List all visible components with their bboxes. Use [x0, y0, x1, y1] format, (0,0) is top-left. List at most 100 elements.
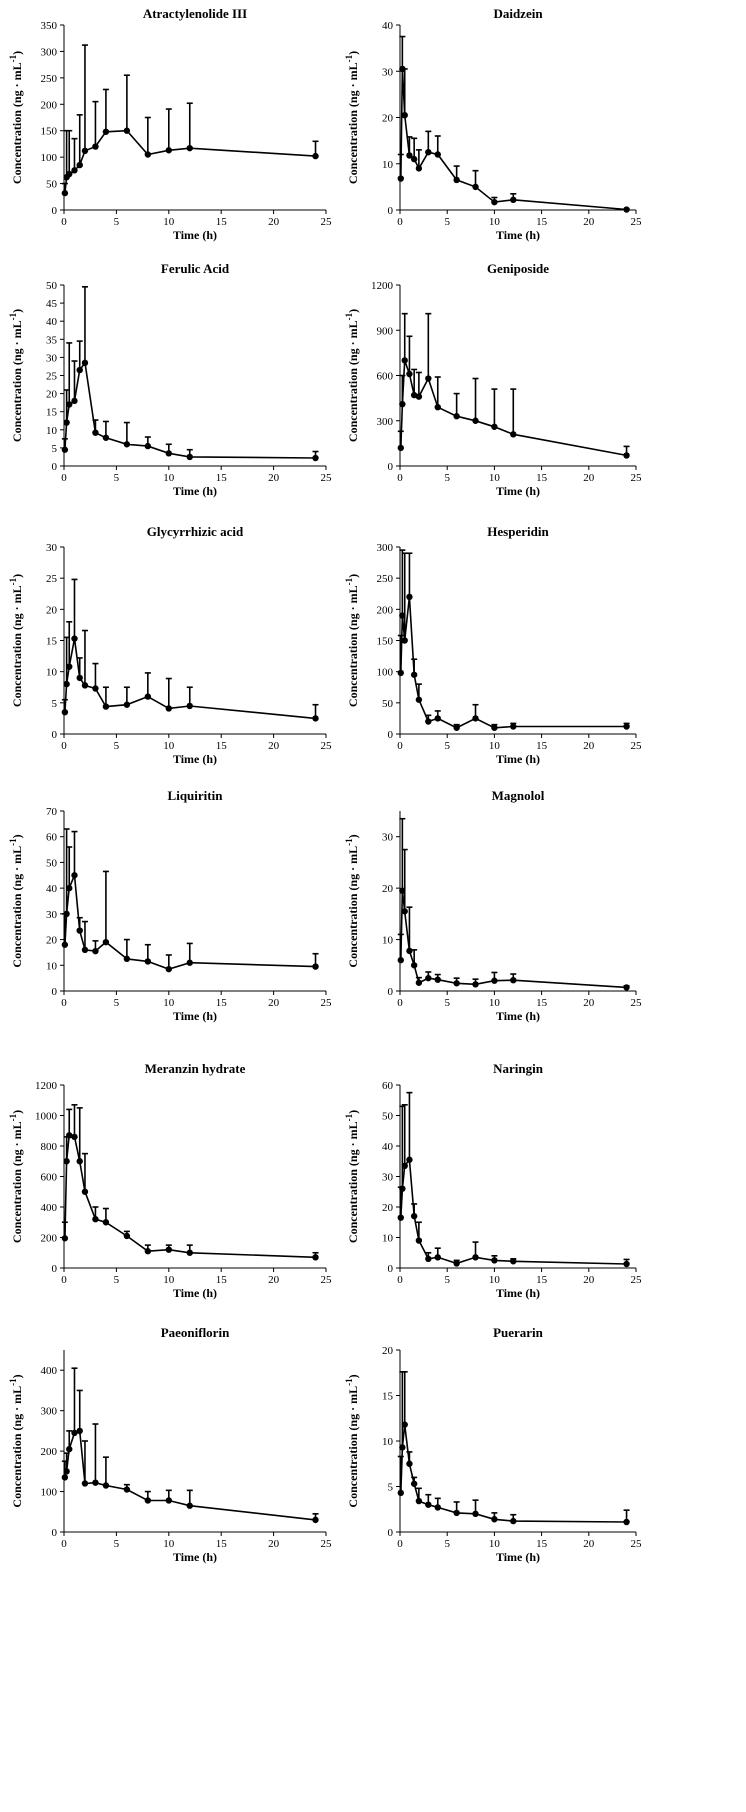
y-tick-label: 30: [46, 352, 58, 364]
x-axis-label: Time (h): [496, 228, 540, 242]
x-tick-label: 5: [444, 740, 450, 752]
data-point: [401, 908, 408, 915]
y-tick-label: 10: [46, 667, 58, 679]
data-point: [410, 1212, 418, 1220]
y-tick-label: 1200: [35, 1080, 58, 1092]
data-point: [453, 413, 460, 420]
y-axis-label: Concentration (ng · mL-1): [8, 574, 24, 707]
data-point: [434, 1254, 441, 1261]
chart-panel: Liquiritin 0 10 20 30 40 50 60 70 0 5 10 15 20 25 Time …: [8, 788, 332, 1023]
x-tick-label: 20: [583, 216, 595, 228]
data-point: [63, 1468, 70, 1475]
x-tick-label: 15: [216, 472, 228, 484]
data-point: [76, 927, 83, 934]
data-point: [165, 147, 172, 154]
y-tick-label: 20: [46, 389, 58, 401]
chart-title: Ferulic Acid: [161, 261, 230, 276]
data-point: [81, 359, 89, 367]
y-axis-label-superscript: -1: [344, 54, 354, 62]
x-tick-label: 20: [268, 472, 280, 484]
y-tick-label: 50: [382, 1111, 394, 1123]
y-axis-label-end: ): [10, 1374, 24, 1378]
y-tick-label: 70: [46, 806, 58, 818]
y-tick-label: 0: [388, 1527, 394, 1539]
data-point: [399, 65, 406, 73]
data-point: [406, 593, 413, 601]
y-tick-label: 15: [46, 407, 58, 419]
y-tick-label: 5: [52, 698, 58, 710]
y-axis-label-end: ): [346, 51, 360, 55]
data-point: [472, 981, 479, 988]
y-axis-label-superscript: -1: [8, 838, 18, 846]
x-tick-label: 20: [583, 1538, 595, 1550]
data-point: [401, 111, 408, 119]
y-tick-label: 150: [377, 636, 394, 648]
y-axis-label-end: ): [346, 1110, 360, 1114]
x-tick-label: 25: [321, 997, 333, 1009]
data-point: [165, 705, 172, 712]
data-point: [472, 1254, 479, 1261]
x-tick-label: 0: [397, 740, 403, 752]
data-point: [510, 977, 517, 984]
y-axis-label: Concentration (ng · mL-1): [344, 834, 360, 967]
y-tick-label: 0: [52, 1263, 58, 1275]
data-point: [63, 910, 70, 918]
data-point: [623, 452, 630, 459]
y-axis-label-end: ): [346, 834, 360, 838]
x-tick-label: 20: [583, 1274, 595, 1286]
y-tick-label: 150: [41, 126, 58, 138]
x-tick-label: 20: [583, 997, 595, 1009]
y-axis-label-main: Concentration (ng · mL: [346, 1386, 360, 1508]
x-tick-label: 15: [536, 997, 548, 1009]
y-axis-label: Concentration (ng · mL-1): [8, 1110, 24, 1243]
data-point: [312, 1254, 319, 1261]
y-tick-label: 40: [382, 1141, 394, 1153]
data-point: [397, 669, 404, 677]
x-axis-label: Time (h): [173, 484, 217, 498]
y-tick-label: 20: [382, 1345, 394, 1357]
x-tick-label: 0: [397, 1538, 403, 1550]
y-axis-label-superscript: -1: [344, 1113, 354, 1121]
x-tick-label: 15: [536, 1538, 548, 1550]
y-tick-label: 400: [41, 1202, 58, 1214]
data-point: [102, 703, 110, 710]
y-tick-label: 0: [52, 1527, 58, 1539]
y-tick-label: 10: [382, 159, 394, 171]
y-tick-label: 600: [41, 1172, 58, 1184]
y-tick-label: 200: [41, 1233, 58, 1245]
y-tick-label: 300: [41, 1406, 58, 1418]
y-tick-label: 20: [46, 604, 58, 616]
y-tick-label: 20: [382, 1202, 394, 1214]
y-axis-label-main: Concentration (ng · mL: [346, 62, 360, 184]
y-tick-label: 1000: [35, 1111, 58, 1123]
y-axis-label: Concentration (ng · mL-1): [8, 1374, 24, 1507]
chart-panel: Paeoniflorin 0 100 200 300 400 0 5 10 15 20 25 Time …: [8, 1325, 332, 1564]
y-axis-label: Concentration (ng · mL-1): [8, 834, 24, 967]
series-line: [400, 1157, 627, 1265]
y-tick-label: 0: [52, 729, 58, 741]
data-point: [92, 429, 99, 436]
x-axis-label: Time (h): [173, 1550, 217, 1564]
data-point: [102, 1219, 110, 1226]
y-axis-label-superscript: -1: [344, 1378, 354, 1386]
chart-title: Puerarin: [493, 1325, 544, 1340]
data-point: [425, 375, 432, 382]
x-tick-label: 20: [268, 1274, 280, 1286]
data-point: [425, 148, 432, 156]
series-line: [64, 1134, 316, 1259]
x-tick-label: 25: [631, 472, 643, 484]
data-point: [425, 1255, 432, 1263]
y-tick-label: 350: [41, 20, 58, 32]
chart-panel: Daidzein 0 10 20 30 40 0 5 10 15 20 25 Time (h) Conce…: [344, 6, 642, 242]
y-tick-label: 400: [41, 1365, 58, 1377]
x-tick-label: 10: [489, 1538, 501, 1550]
y-tick-label: 10: [46, 960, 58, 972]
y-axis-label: Concentration (ng · mL-1): [344, 1110, 360, 1243]
chart-panel: Geniposide 0 300 600 900 1200 0 5 10 15 20 25 Time (…: [344, 261, 642, 498]
data-point: [401, 1162, 408, 1170]
x-tick-label: 0: [61, 1538, 67, 1550]
y-axis-label-end: ): [10, 574, 24, 578]
data-point: [123, 127, 131, 134]
data-point: [81, 1480, 89, 1487]
data-point: [144, 151, 152, 158]
